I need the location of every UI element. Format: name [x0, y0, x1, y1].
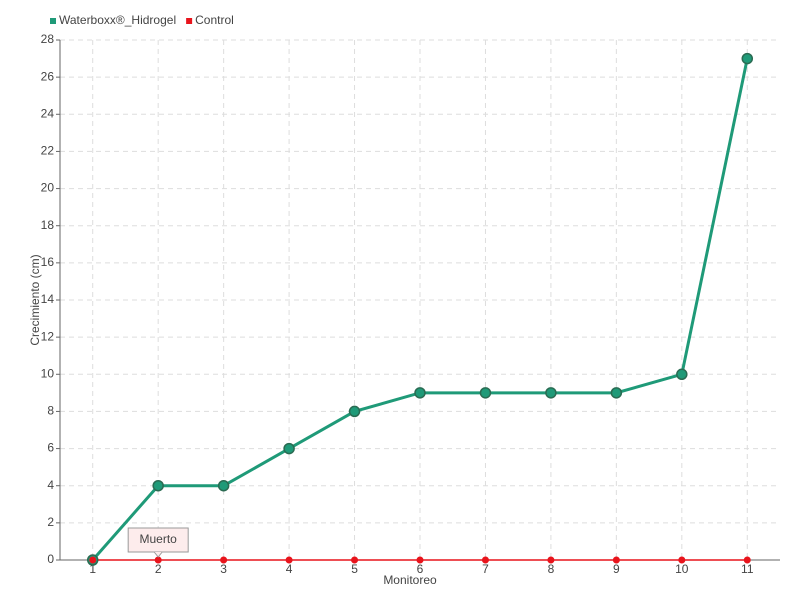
data-point: [479, 387, 492, 399]
x-tick-label: 7: [482, 562, 489, 576]
data-point: [348, 405, 361, 418]
data-point: [610, 387, 623, 399]
x-tick-label: 2: [155, 562, 162, 576]
data-point: [545, 387, 557, 399]
data-point: [154, 556, 162, 564]
data-point: [676, 368, 688, 381]
x-tick-label: 6: [417, 562, 424, 576]
y-tick-label: 12: [41, 329, 55, 343]
legend-label: Waterboxx®_Hidrogel: [59, 13, 176, 27]
x-tick-label: 8: [548, 562, 555, 576]
y-tick-label: 22: [41, 144, 55, 158]
data-point: [547, 556, 555, 564]
x-tick-label: 5: [351, 562, 358, 576]
annotation-pointer: [153, 551, 163, 558]
y-tick-label: 6: [47, 441, 54, 455]
y-axis-label: Crecimiento (cm): [28, 254, 42, 345]
y-tick-label: 0: [47, 552, 54, 566]
y-tick-label: 18: [41, 218, 55, 232]
y-tick-label: 26: [41, 69, 55, 83]
y-tick-label: 4: [47, 478, 54, 492]
annotation: Muerto: [127, 527, 189, 558]
data-point: [89, 556, 97, 564]
data-point: [152, 479, 164, 492]
data-point: [351, 556, 359, 564]
x-tick-label: 3: [220, 562, 227, 576]
y-tick-label: 14: [41, 292, 55, 306]
x-tick-label: 10: [675, 562, 689, 576]
data-point: [285, 556, 293, 564]
y-tick-label: 28: [41, 32, 55, 46]
y-tick-label: 2: [47, 515, 54, 529]
x-tick-label: 4: [286, 562, 293, 576]
data-point: [741, 52, 754, 65]
data-point: [217, 479, 230, 492]
legend-swatch: [186, 18, 193, 24]
annotation-box: [127, 527, 189, 553]
y-tick-label: 20: [41, 181, 55, 195]
data-point: [678, 556, 686, 564]
x-axis-label: Monitoreo: [383, 573, 437, 587]
y-tick-label: 24: [41, 106, 55, 120]
x-tick-label: 11: [741, 562, 754, 576]
y-tick-label: 16: [41, 255, 55, 269]
data-point: [220, 556, 228, 564]
legend-label: Control: [195, 13, 234, 27]
x-tick-label: 1: [89, 562, 96, 576]
y-tick-label: 10: [41, 366, 55, 380]
annotation-text: Muerto: [140, 532, 178, 546]
data-point: [481, 556, 489, 564]
x-tick-label: 9: [613, 562, 620, 576]
y-tick-label: 8: [47, 404, 54, 418]
legend-swatch: [50, 18, 56, 24]
data-point: [416, 556, 424, 564]
data-point: [743, 556, 751, 564]
data-point: [612, 556, 620, 564]
data-point: [414, 387, 426, 399]
data-point: [283, 442, 295, 455]
